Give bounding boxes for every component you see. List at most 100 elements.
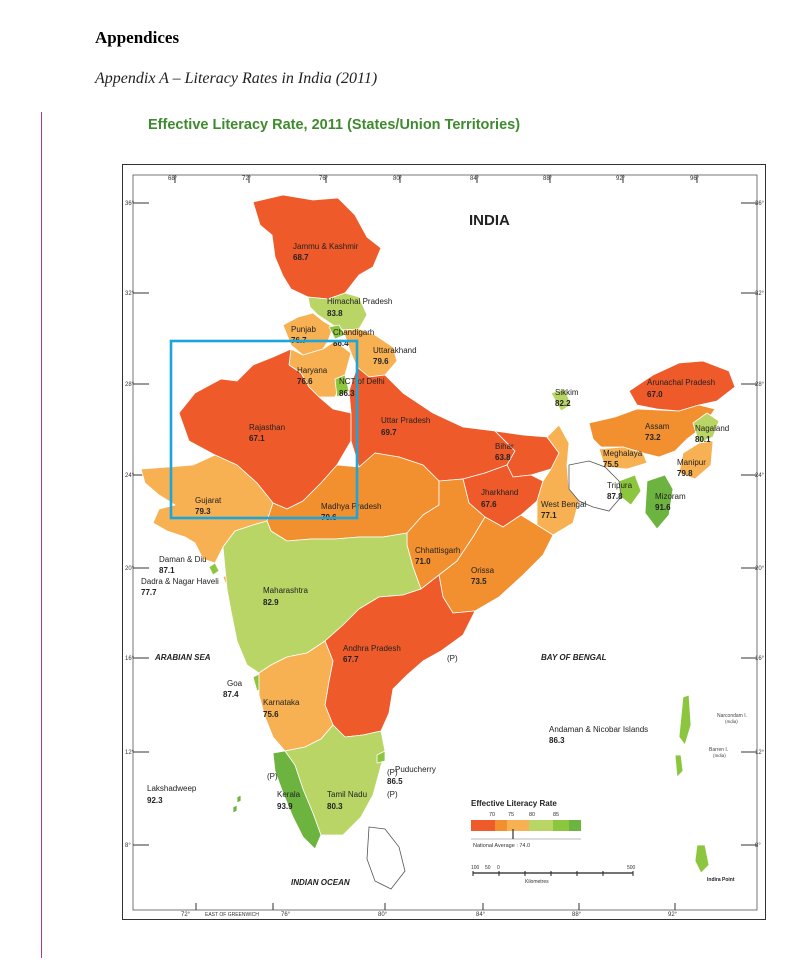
scale-bar: 100 50 0 500 Kilometres [471,865,636,885]
rate-delhi: 86.3 [339,389,355,398]
region-nicobar [694,844,710,874]
rate-assam: 73.2 [645,433,661,442]
narcondam-label: Narcondam I. [717,713,747,719]
margin-rule [41,112,42,958]
bottom-tick-6: 92° [668,912,678,918]
legend: Effective Literacy Rate 70 75 80 85 Nati… [471,799,581,849]
rate-uttar-pradesh: 69.7 [381,428,397,437]
top-tick-3: 76° [319,176,329,182]
indian-ocean-label: INDIAN OCEAN [291,878,350,887]
legend-tick-70: 70 [489,812,495,818]
region-andaman-1 [678,694,692,746]
label-chhattisgarh: Chhattisgarh [415,546,460,555]
legend-tick-80: 80 [529,812,535,818]
label-delhi: NCT of Delhi [339,377,385,386]
rate-andaman: 86.3 [549,736,565,745]
region-punjab [282,312,334,356]
rate-jammu-kashmir: 68.7 [293,253,309,262]
legend-swatch-1 [471,820,495,831]
label-rajasthan: Rajasthan [249,423,285,432]
bangladesh-outline [568,460,622,512]
scale-tick-100: 100 [471,865,480,871]
label-karnataka: Karnataka [263,698,300,707]
region-andaman-2 [674,754,684,778]
sri-lanka-outline [366,826,406,890]
top-tick-4: 80° [393,176,403,182]
label-sikkim: Sikkim [555,388,579,397]
bottom-tick-3: 80° [378,912,388,918]
region-nagaland [692,412,720,444]
puducherry-marker-main: (P) [387,768,398,777]
document-subheading: Appendix A – Literacy Rates in India (20… [95,70,378,87]
rate-tamil-nadu: 80.3 [327,802,343,811]
rate-kerala: 93.9 [277,802,293,811]
label-gujarat: Gujarat [195,496,222,505]
region-orissa [438,514,554,614]
top-graticule: 68° 72° 76° 80° 84° 88° 92° 96° [168,175,700,183]
label-lakshadweep: Lakshadweep [147,784,197,793]
scale-unit: Kilometres [525,879,549,885]
scale-tick-0: 0 [497,865,500,871]
region-assam [588,404,716,458]
label-manipur: Manipur [677,458,706,467]
rate-nagaland: 80.1 [695,435,711,444]
region-manipur [678,440,714,480]
state-labels: Jammu & Kashmir 68.7 Himachal Pradesh 83… [141,242,729,811]
right-tick-5: 20° [755,566,765,572]
indira-point-label: Indira Point [707,877,735,883]
label-bihar: Bihar [495,442,514,451]
barren-sub-label: (India) [713,753,726,758]
narcondam-sub-label: (India) [725,719,738,724]
label-tripura: Tripura [607,481,633,490]
label-orissa: Orissa [471,566,495,575]
rate-maharashtra: 82.9 [263,598,279,607]
label-puducherry: Puducherry [395,765,436,774]
label-daman-diu: Daman & Diu [159,555,207,564]
region-sikkim [550,388,572,412]
label-jammu-kashmir: Jammu & Kashmir [293,242,359,251]
bottom-tick-greenwich: EAST OF GREENWICH [205,912,259,918]
rate-bihar: 63.8 [495,453,511,462]
bottom-graticule: 72° EAST OF GREENWICH 76° 80° 84° 88° 92… [181,903,678,918]
rate-chhattisgarh: 71.0 [415,557,431,566]
label-haryana: Haryana [297,366,328,375]
left-graticule: 36° 32° 28° 24° 20° 16° 12° 8° [125,201,149,849]
region-lakshadweep-2 [236,794,242,804]
left-tick-8: 8° [125,843,131,849]
label-chandigarh: Chandigarh [333,328,374,337]
legend-title: Effective Literacy Rate [471,799,557,808]
label-kerala: Kerala [277,790,301,799]
label-tamil-nadu: Tamil Nadu [327,790,367,799]
label-jharkhand: Jharkhand [481,488,518,497]
right-tick-8: 8° [755,843,761,849]
bay-of-bengal-label: BAY OF BENGAL [541,653,607,662]
rate-sikkim: 82.2 [555,399,571,408]
rate-goa: 87.4 [223,690,239,699]
label-west-bengal: West Bengal [541,500,586,509]
arabian-sea-label: ARABIAN SEA [154,653,211,662]
rate-arunachal: 67.0 [647,390,663,399]
highlight-rectangle [169,339,359,520]
legend-swatch-3 [507,820,529,831]
top-tick-1: 68° [168,176,178,182]
rate-orissa: 73.5 [471,577,487,586]
region-gujarat [140,454,274,564]
bottom-tick-2: 76° [281,912,291,918]
region-tamil-nadu [284,724,386,836]
rate-daman-diu: 87.1 [159,566,175,575]
rate-jharkhand: 67.6 [481,500,497,509]
barren-label: Barren I. [709,747,728,753]
country-label: INDIA [469,212,510,229]
rate-chandigarh: 86.4 [333,339,349,348]
state-regions [140,194,736,874]
top-tick-8: 96° [690,176,700,182]
label-arunachal: Arunachal Pradesh [647,378,715,387]
legend-swatch-2 [495,820,507,831]
rate-uttarakhand: 79.6 [373,357,389,366]
right-tick-2: 32° [755,291,765,297]
rate-dadra: 77.7 [141,588,157,597]
rate-meghalaya: 75.5 [603,460,619,469]
label-dadra: Dadra & Nagar Haveli [141,577,219,586]
rate-lakshadweep: 92.3 [147,796,163,805]
label-andhra: Andhra Pradesh [343,644,401,653]
